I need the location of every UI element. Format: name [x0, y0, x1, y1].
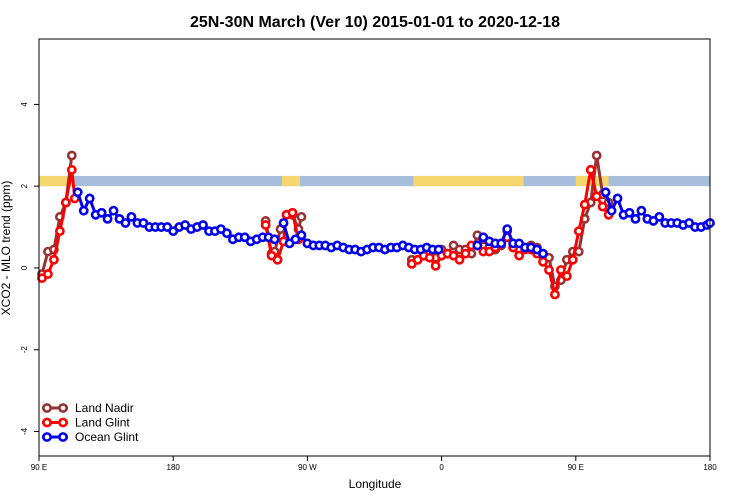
- legend-label-1: Land Glint: [75, 416, 130, 430]
- point-land_glint: [544, 265, 554, 275]
- point-land_nadir: [296, 211, 307, 222]
- series-layer: [37, 150, 715, 300]
- point-land_glint: [49, 254, 59, 265]
- legend-swatch-dot-1: [58, 417, 68, 428]
- x-tick-label-3: 0: [439, 463, 444, 472]
- point-ocean_glint: [126, 211, 137, 222]
- legend-swatch-dot-0: [58, 403, 68, 413]
- y-tick-label-2: 0: [20, 265, 29, 270]
- y-tick-label-4: 4: [20, 102, 29, 107]
- point-ocean_glint: [84, 193, 95, 204]
- point-ocean_glint: [496, 238, 507, 249]
- y-axis: -4 -2 0 2 4: [20, 102, 39, 435]
- ocean-band: [39, 175, 710, 187]
- land-band-2: [413, 175, 524, 187]
- legend-swatch-dot-0: [42, 403, 52, 413]
- point-land_glint: [555, 265, 566, 275]
- x-tick-label-0: 90 E: [31, 463, 47, 472]
- point-land_glint: [561, 271, 572, 282]
- series-line-land_nadir-2: [411, 154, 610, 288]
- point-ocean_glint: [221, 228, 232, 239]
- point-land_glint: [272, 254, 283, 265]
- point-land_glint: [454, 254, 465, 265]
- point-ocean_glint: [78, 205, 89, 216]
- legend-swatch-dot-2: [58, 432, 68, 442]
- y-tick-label-0: -4: [20, 427, 29, 435]
- point-land_glint: [591, 191, 602, 202]
- x-axis-label: Longitude: [349, 477, 402, 491]
- legend-label-0: Land Nadir: [75, 401, 134, 415]
- point-ocean_glint: [502, 224, 513, 235]
- point-land_glint: [260, 220, 271, 230]
- point-ocean_glint: [472, 240, 483, 251]
- point-ocean_glint: [630, 213, 641, 224]
- point-ocean_glint: [624, 207, 635, 218]
- point-land_glint: [424, 252, 435, 263]
- point-land_glint: [550, 289, 560, 300]
- point-ocean_glint: [296, 230, 307, 241]
- x-tick-label-5: 180: [703, 463, 717, 472]
- point-ocean_glint: [120, 218, 131, 228]
- point-land_glint: [538, 256, 548, 267]
- plot-frame: [38, 38, 711, 457]
- point-land_nadir: [591, 150, 602, 161]
- x-tick-label-2: 90 W: [298, 463, 317, 472]
- land-sea-strip: [39, 175, 710, 187]
- series-ocean_glint: [72, 187, 715, 259]
- point-land_glint: [573, 226, 584, 237]
- point-land_glint: [514, 250, 525, 261]
- point-land_glint: [430, 260, 441, 271]
- y-axis-label: XCO2 - MLO trend (ppm): [0, 181, 13, 316]
- legend-label-2: Ocean Glint: [75, 430, 139, 444]
- point-ocean_glint: [72, 187, 83, 198]
- point-ocean_glint: [96, 207, 107, 218]
- x-tick-label-1: 180: [167, 463, 181, 472]
- point-land_nadir: [66, 150, 77, 161]
- point-land_glint: [585, 164, 596, 175]
- point-ocean_glint: [600, 187, 611, 198]
- point-ocean_glint: [198, 220, 208, 230]
- point-land_glint: [460, 248, 471, 259]
- point-land_glint: [43, 269, 53, 279]
- land-band-0: [39, 175, 72, 187]
- point-ocean_glint: [102, 213, 113, 224]
- legend-swatch-dot-2: [42, 432, 52, 442]
- x-tick-label-4: 90 E: [568, 463, 584, 472]
- point-land_glint: [579, 199, 590, 210]
- point-ocean_glint: [433, 244, 444, 255]
- point-ocean_glint: [654, 211, 665, 222]
- y-tick-label-1: -2: [20, 346, 29, 354]
- point-land_glint: [54, 226, 65, 237]
- point-ocean_glint: [269, 234, 280, 245]
- point-land_glint: [60, 197, 71, 208]
- chart-title: 25N-30N March (Ver 10) 2015-01-01 to 202…: [190, 14, 560, 31]
- point-ocean_glint: [538, 248, 548, 259]
- y-tick-label-3: 2: [20, 183, 29, 188]
- point-land_glint: [597, 201, 608, 212]
- point-ocean_glint: [278, 218, 289, 228]
- point-land_glint: [567, 254, 578, 265]
- point-land_glint: [66, 164, 77, 175]
- point-ocean_glint: [606, 205, 617, 216]
- point-ocean_glint: [636, 205, 647, 216]
- point-ocean_glint: [612, 193, 623, 204]
- legend-swatch-dot-1: [42, 417, 52, 428]
- point-ocean_glint: [108, 205, 119, 216]
- point-land_glint: [287, 207, 298, 218]
- x-axis: 90 E 180 90 W 0 90 E 180: [31, 456, 717, 472]
- land-band-1: [282, 175, 300, 187]
